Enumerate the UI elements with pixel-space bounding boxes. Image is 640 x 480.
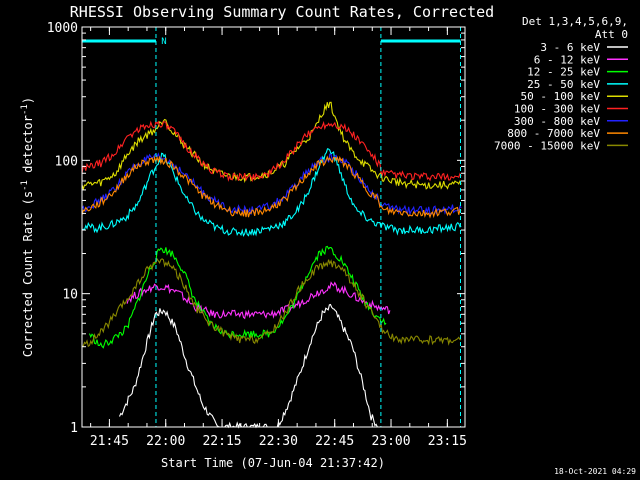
legend-label: 7000 - 15000 keV — [494, 139, 600, 152]
y-tick-label: 1 — [70, 421, 78, 436]
legend-attenuator: Att 0 — [595, 28, 628, 41]
series-line — [88, 245, 387, 349]
generation-timestamp: 18-Oct-2021 04:29 — [554, 467, 636, 476]
series-line — [81, 155, 462, 219]
y-tick-label: 1000 — [47, 21, 78, 36]
x-tick-label: 22:45 — [315, 434, 354, 449]
legend-detectors: Det 1,3,4,5,6,9, — [522, 15, 628, 28]
x-tick-label: 23:00 — [371, 434, 410, 449]
series-line — [81, 120, 462, 183]
tick-layer: 1 10 100 1000 21:45 22:00 22:15 22:30 22:45 23:00… — [47, 21, 467, 449]
legend-label: 100 - 300 keV — [514, 103, 600, 116]
plot-frame — [81, 26, 466, 428]
legend-label: 300 - 800 keV — [514, 115, 600, 128]
axes-layer — [81, 26, 466, 428]
series-line — [126, 281, 391, 320]
series-line — [118, 303, 379, 429]
y-axis-label: Corrected Count Rate (s-1 detector-1) — [20, 97, 35, 357]
y-tick-label: 10 — [62, 288, 78, 303]
legend-label: 800 - 7000 keV — [507, 127, 600, 140]
y-tick-label: 100 — [55, 154, 78, 169]
x-tick-label: 21:45 — [90, 434, 129, 449]
series-layer — [81, 101, 462, 429]
chart-title: RHESSI Observing Summary Count Rates, Co… — [70, 3, 494, 21]
x-tick-label: 23:15 — [428, 434, 467, 449]
x-tick-label: 22:15 — [202, 434, 241, 449]
series-line — [81, 148, 462, 237]
x-axis-label: Start Time (07-Jun-04 21:37:42) — [161, 456, 385, 470]
x-tick-label: 22:30 — [259, 434, 298, 449]
legend-label: 25 - 50 keV — [527, 78, 600, 91]
legend-label: 6 - 12 keV — [534, 53, 601, 66]
legend-label: 3 - 6 keV — [540, 41, 600, 54]
series-line — [81, 101, 462, 191]
series-line — [81, 257, 462, 348]
x-tick-label: 22:00 — [146, 434, 185, 449]
legend-label: 12 - 25 keV — [527, 66, 600, 79]
annotation-layer: N — [81, 27, 461, 427]
flag-label: N — [161, 37, 166, 47]
legend-label: 50 - 100 keV — [521, 90, 601, 103]
